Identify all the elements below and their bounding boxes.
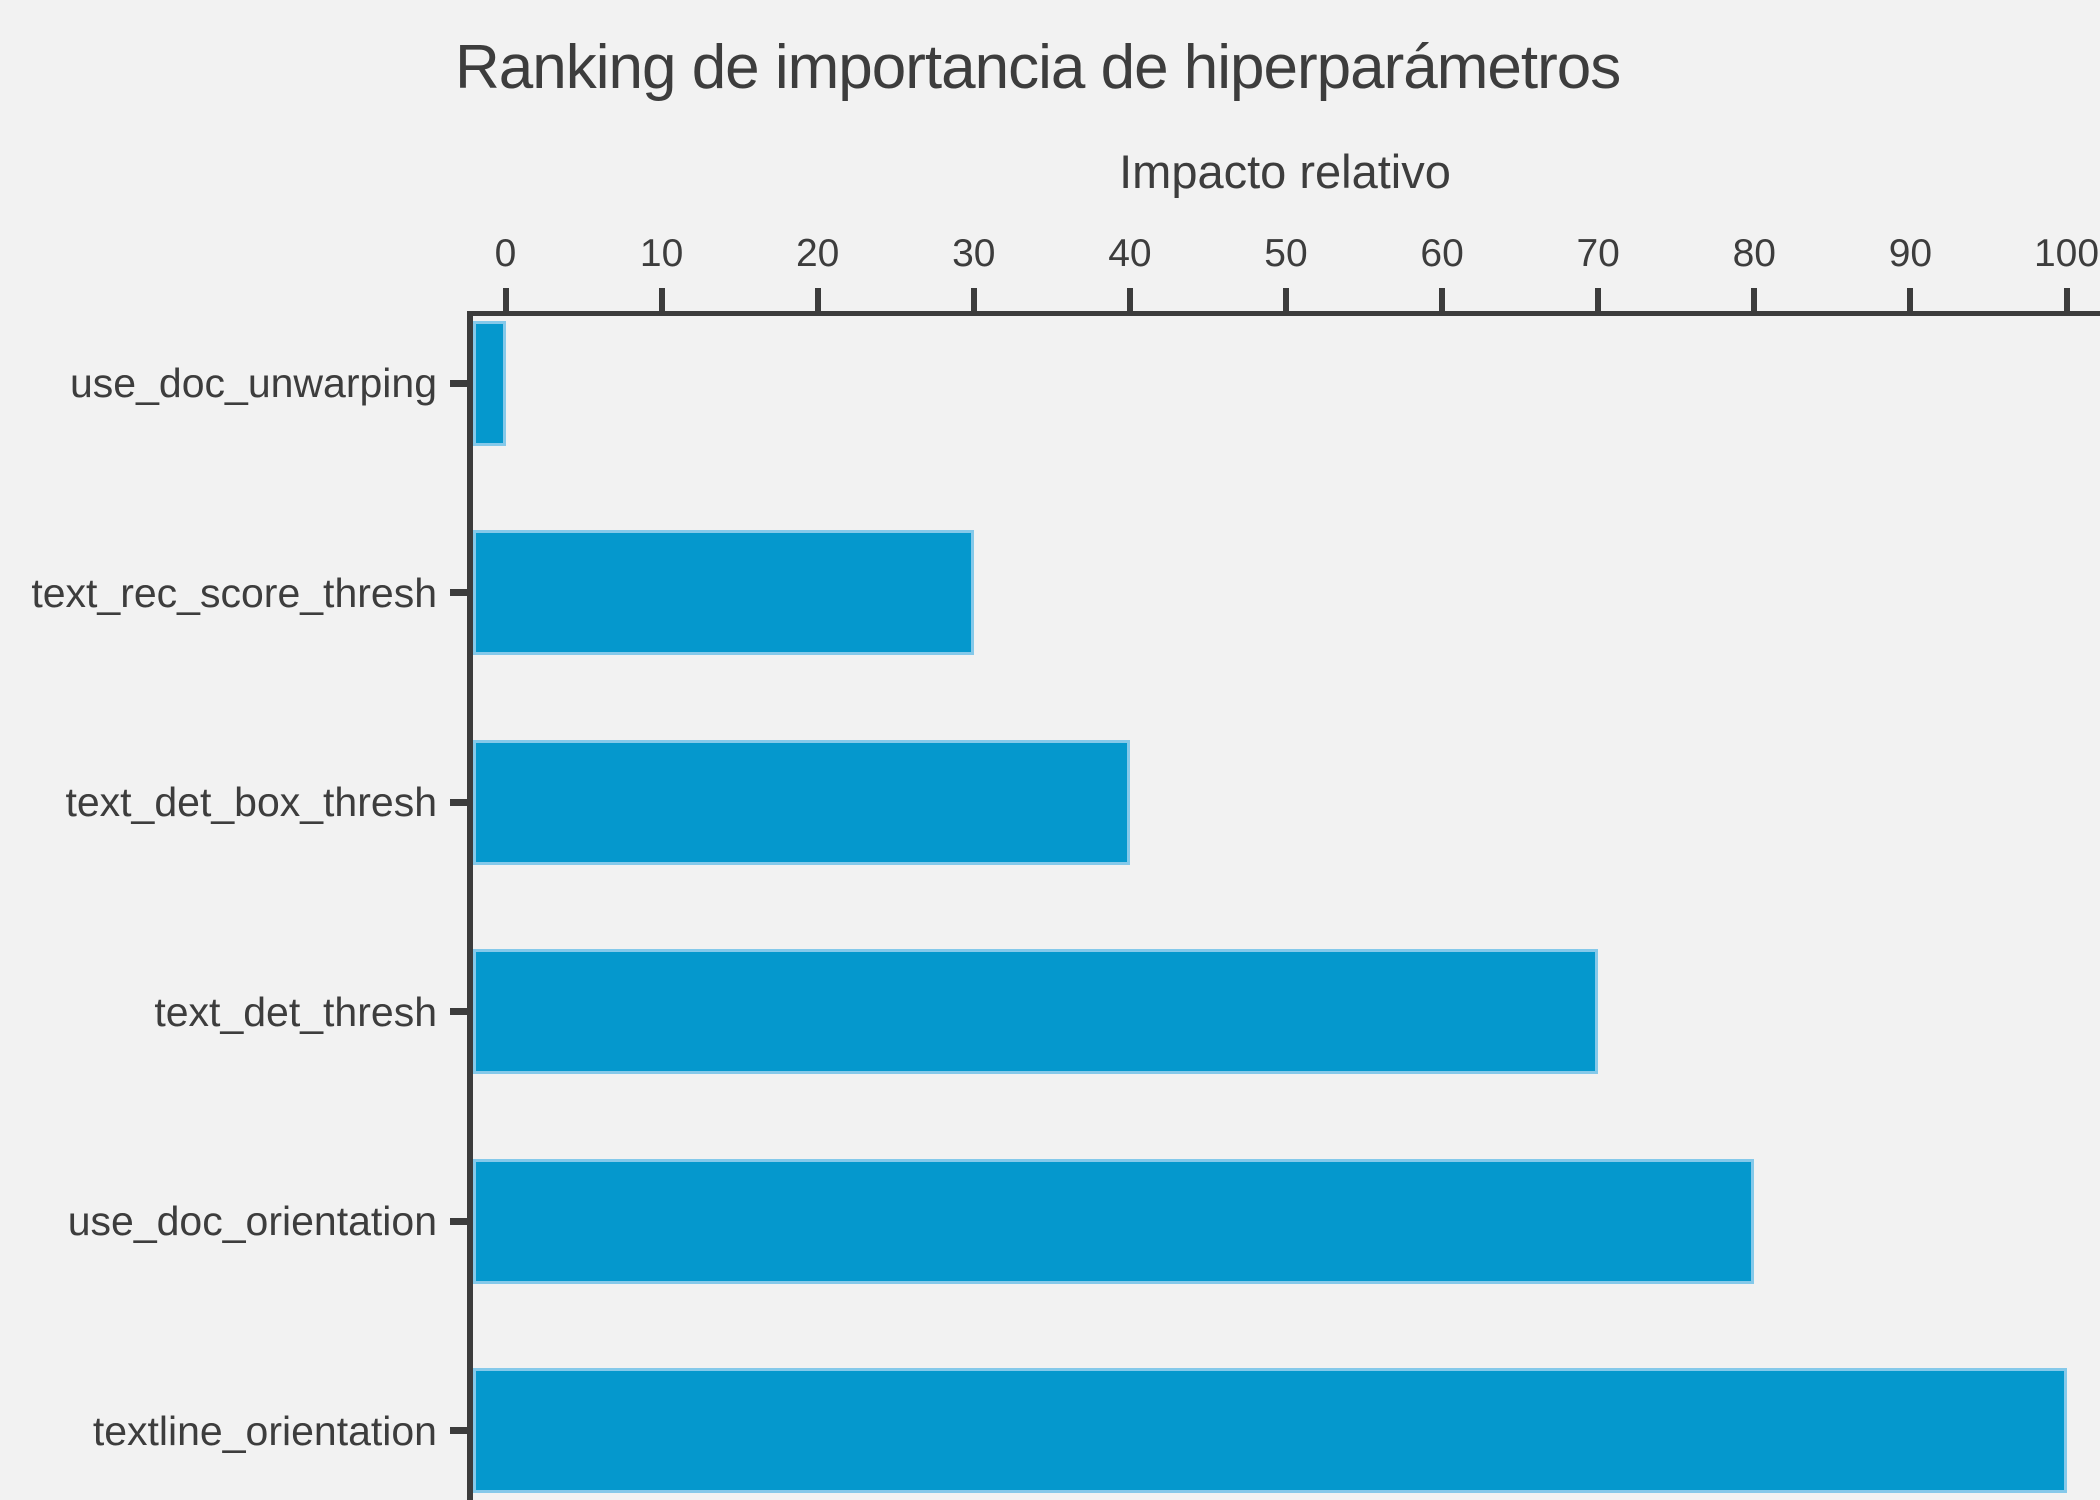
category-label: text_det_thresh bbox=[154, 988, 437, 1035]
x-tick-label: 100 bbox=[2033, 232, 2100, 275]
x-tick-mark bbox=[658, 288, 665, 311]
x-tick-mark bbox=[2063, 288, 2070, 311]
bar-use_doc_orientation bbox=[473, 1158, 1755, 1284]
x-tick-mark bbox=[1907, 288, 1914, 311]
bar-text_det_thresh bbox=[473, 949, 1599, 1074]
x-tick-mark bbox=[1595, 288, 1602, 311]
x-tick-label: 10 bbox=[639, 232, 684, 275]
x-tick-label: 30 bbox=[952, 232, 996, 275]
category-label: use_doc_orientation bbox=[67, 1198, 437, 1244]
x-tick-mark bbox=[1439, 288, 1446, 311]
y-tick-mark bbox=[450, 1008, 467, 1015]
bar-text_det_box_thresh bbox=[473, 739, 1130, 865]
y-tick-mark bbox=[450, 1427, 467, 1434]
chart-title: Ranking de importancia de hiperparámetro… bbox=[455, 33, 1621, 102]
bar-text_rec_score_thresh bbox=[473, 530, 974, 655]
y-axis-spine bbox=[467, 311, 473, 1500]
x-tick-mark bbox=[1126, 288, 1133, 311]
bar-use_doc_unwarping bbox=[473, 320, 506, 446]
category-label: use_doc_unwarping bbox=[70, 360, 437, 406]
x-tick-mark bbox=[970, 288, 977, 311]
category-label: textline_orientation bbox=[92, 1407, 437, 1454]
y-tick-mark bbox=[450, 1217, 467, 1225]
y-tick-mark bbox=[450, 798, 467, 806]
y-tick-mark bbox=[450, 379, 467, 387]
x-tick-label: 90 bbox=[1888, 232, 1933, 275]
x-axis-label: Impacto relativo bbox=[1119, 145, 1451, 198]
x-tick-mark bbox=[814, 288, 821, 311]
x-tick-label: 80 bbox=[1732, 232, 1776, 275]
x-tick-mark bbox=[1751, 288, 1758, 311]
x-tick-label: 20 bbox=[795, 232, 840, 275]
x-tick-mark bbox=[502, 288, 509, 311]
x-tick-label: 60 bbox=[1420, 232, 1464, 275]
bar-textline_orientation bbox=[473, 1368, 2067, 1493]
category-label: text_det_box_thresh bbox=[65, 779, 437, 825]
x-tick-label: 40 bbox=[1108, 232, 1152, 275]
x-tick-label: 70 bbox=[1576, 232, 1620, 275]
x-tick-label: 50 bbox=[1264, 232, 1308, 275]
x-axis-line bbox=[467, 311, 2100, 316]
y-tick-mark bbox=[450, 589, 467, 596]
x-tick-mark bbox=[1283, 288, 1289, 311]
category-label: text_rec_score_thresh bbox=[31, 569, 437, 616]
x-tick-label: 0 bbox=[494, 232, 517, 275]
